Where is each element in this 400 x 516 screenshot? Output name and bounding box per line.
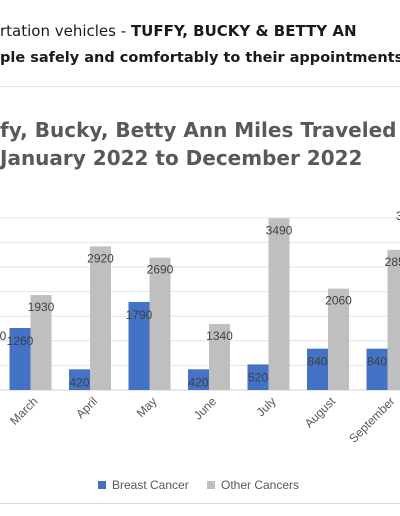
data-label: 1260 (7, 334, 34, 348)
bar-breast-cancer-september (366, 348, 388, 390)
bar-other-cancers-september (387, 249, 400, 390)
bar-breast-cancer-july (247, 364, 269, 390)
data-label: 3490 (266, 223, 293, 237)
chart-legend: Breast Cancer Other Cancers (0, 478, 400, 494)
bar-other-cancers-april (90, 246, 111, 390)
bar-other-cancers-august (328, 288, 349, 390)
bar-breast-cancer-june (188, 369, 209, 390)
data-label-partial: 3 (396, 209, 400, 223)
data-label: 2850 (385, 255, 400, 269)
legend-label-other-cancers: Other Cancers (221, 478, 300, 492)
bar-breast-cancer-april (69, 369, 90, 390)
chart-title-line-1: fy, Bucky, Betty Ann Miles Traveled (0, 118, 397, 142)
data-label: 1340 (206, 329, 233, 343)
bar-chart: 0 1260 1930 420 2920 1790 2690 420 1340 520 3490 84… (0, 209, 400, 446)
header-line-1-prefix: rtation vehicles - (0, 22, 131, 40)
header-divider (0, 86, 400, 87)
x-tick-label-april: April (73, 394, 100, 421)
legend-item-other-cancers: Other Cancers (207, 478, 299, 492)
data-label: 520 (248, 370, 268, 384)
x-tick-label-march: March (7, 394, 40, 427)
data-label: 0 (0, 329, 7, 343)
data-label: 1790 (126, 308, 153, 322)
bar-breast-cancer-march (9, 328, 31, 390)
bar-breast-cancer-may (128, 301, 150, 390)
header-line-1: rtation vehicles - TUFFY, BUCKY & BETTY … (0, 22, 357, 40)
header-line-2: ple safely and comfortably to their appo… (0, 50, 400, 66)
bar-other-cancers-march (30, 295, 52, 390)
data-label: 420 (69, 375, 89, 389)
x-tick-label-september: September (346, 394, 397, 445)
legend-swatch-breast-cancer (98, 481, 106, 489)
header-line-1-bold: TUFFY, BUCKY & BETTY AN (130, 22, 357, 40)
data-label: 840 (307, 355, 327, 369)
legend-swatch-other-cancers (207, 481, 215, 489)
x-tick-label-june: June (191, 394, 220, 423)
legend-label-breast-cancer: Breast Cancer (112, 478, 189, 492)
data-label: 1930 (28, 300, 55, 314)
legend-item-breast-cancer: Breast Cancer (98, 478, 189, 492)
x-tick-label-july: July (254, 394, 279, 419)
data-label: 840 (367, 355, 387, 369)
data-label: 2060 (325, 294, 352, 308)
bottom-rule (0, 503, 400, 504)
data-label: 2690 (147, 263, 174, 277)
bar-other-cancers-july (268, 218, 290, 390)
bar-breast-cancer-august (307, 348, 328, 390)
data-label: 420 (188, 375, 208, 389)
x-tick-label-may: May (134, 394, 160, 420)
bar-other-cancers-june (209, 324, 230, 390)
bar-other-cancers-may (149, 257, 171, 390)
chart-title-line-2: January 2022 to December 2022 (0, 146, 363, 170)
x-tick-label-august: August (302, 394, 339, 431)
data-label: 2920 (87, 251, 114, 265)
